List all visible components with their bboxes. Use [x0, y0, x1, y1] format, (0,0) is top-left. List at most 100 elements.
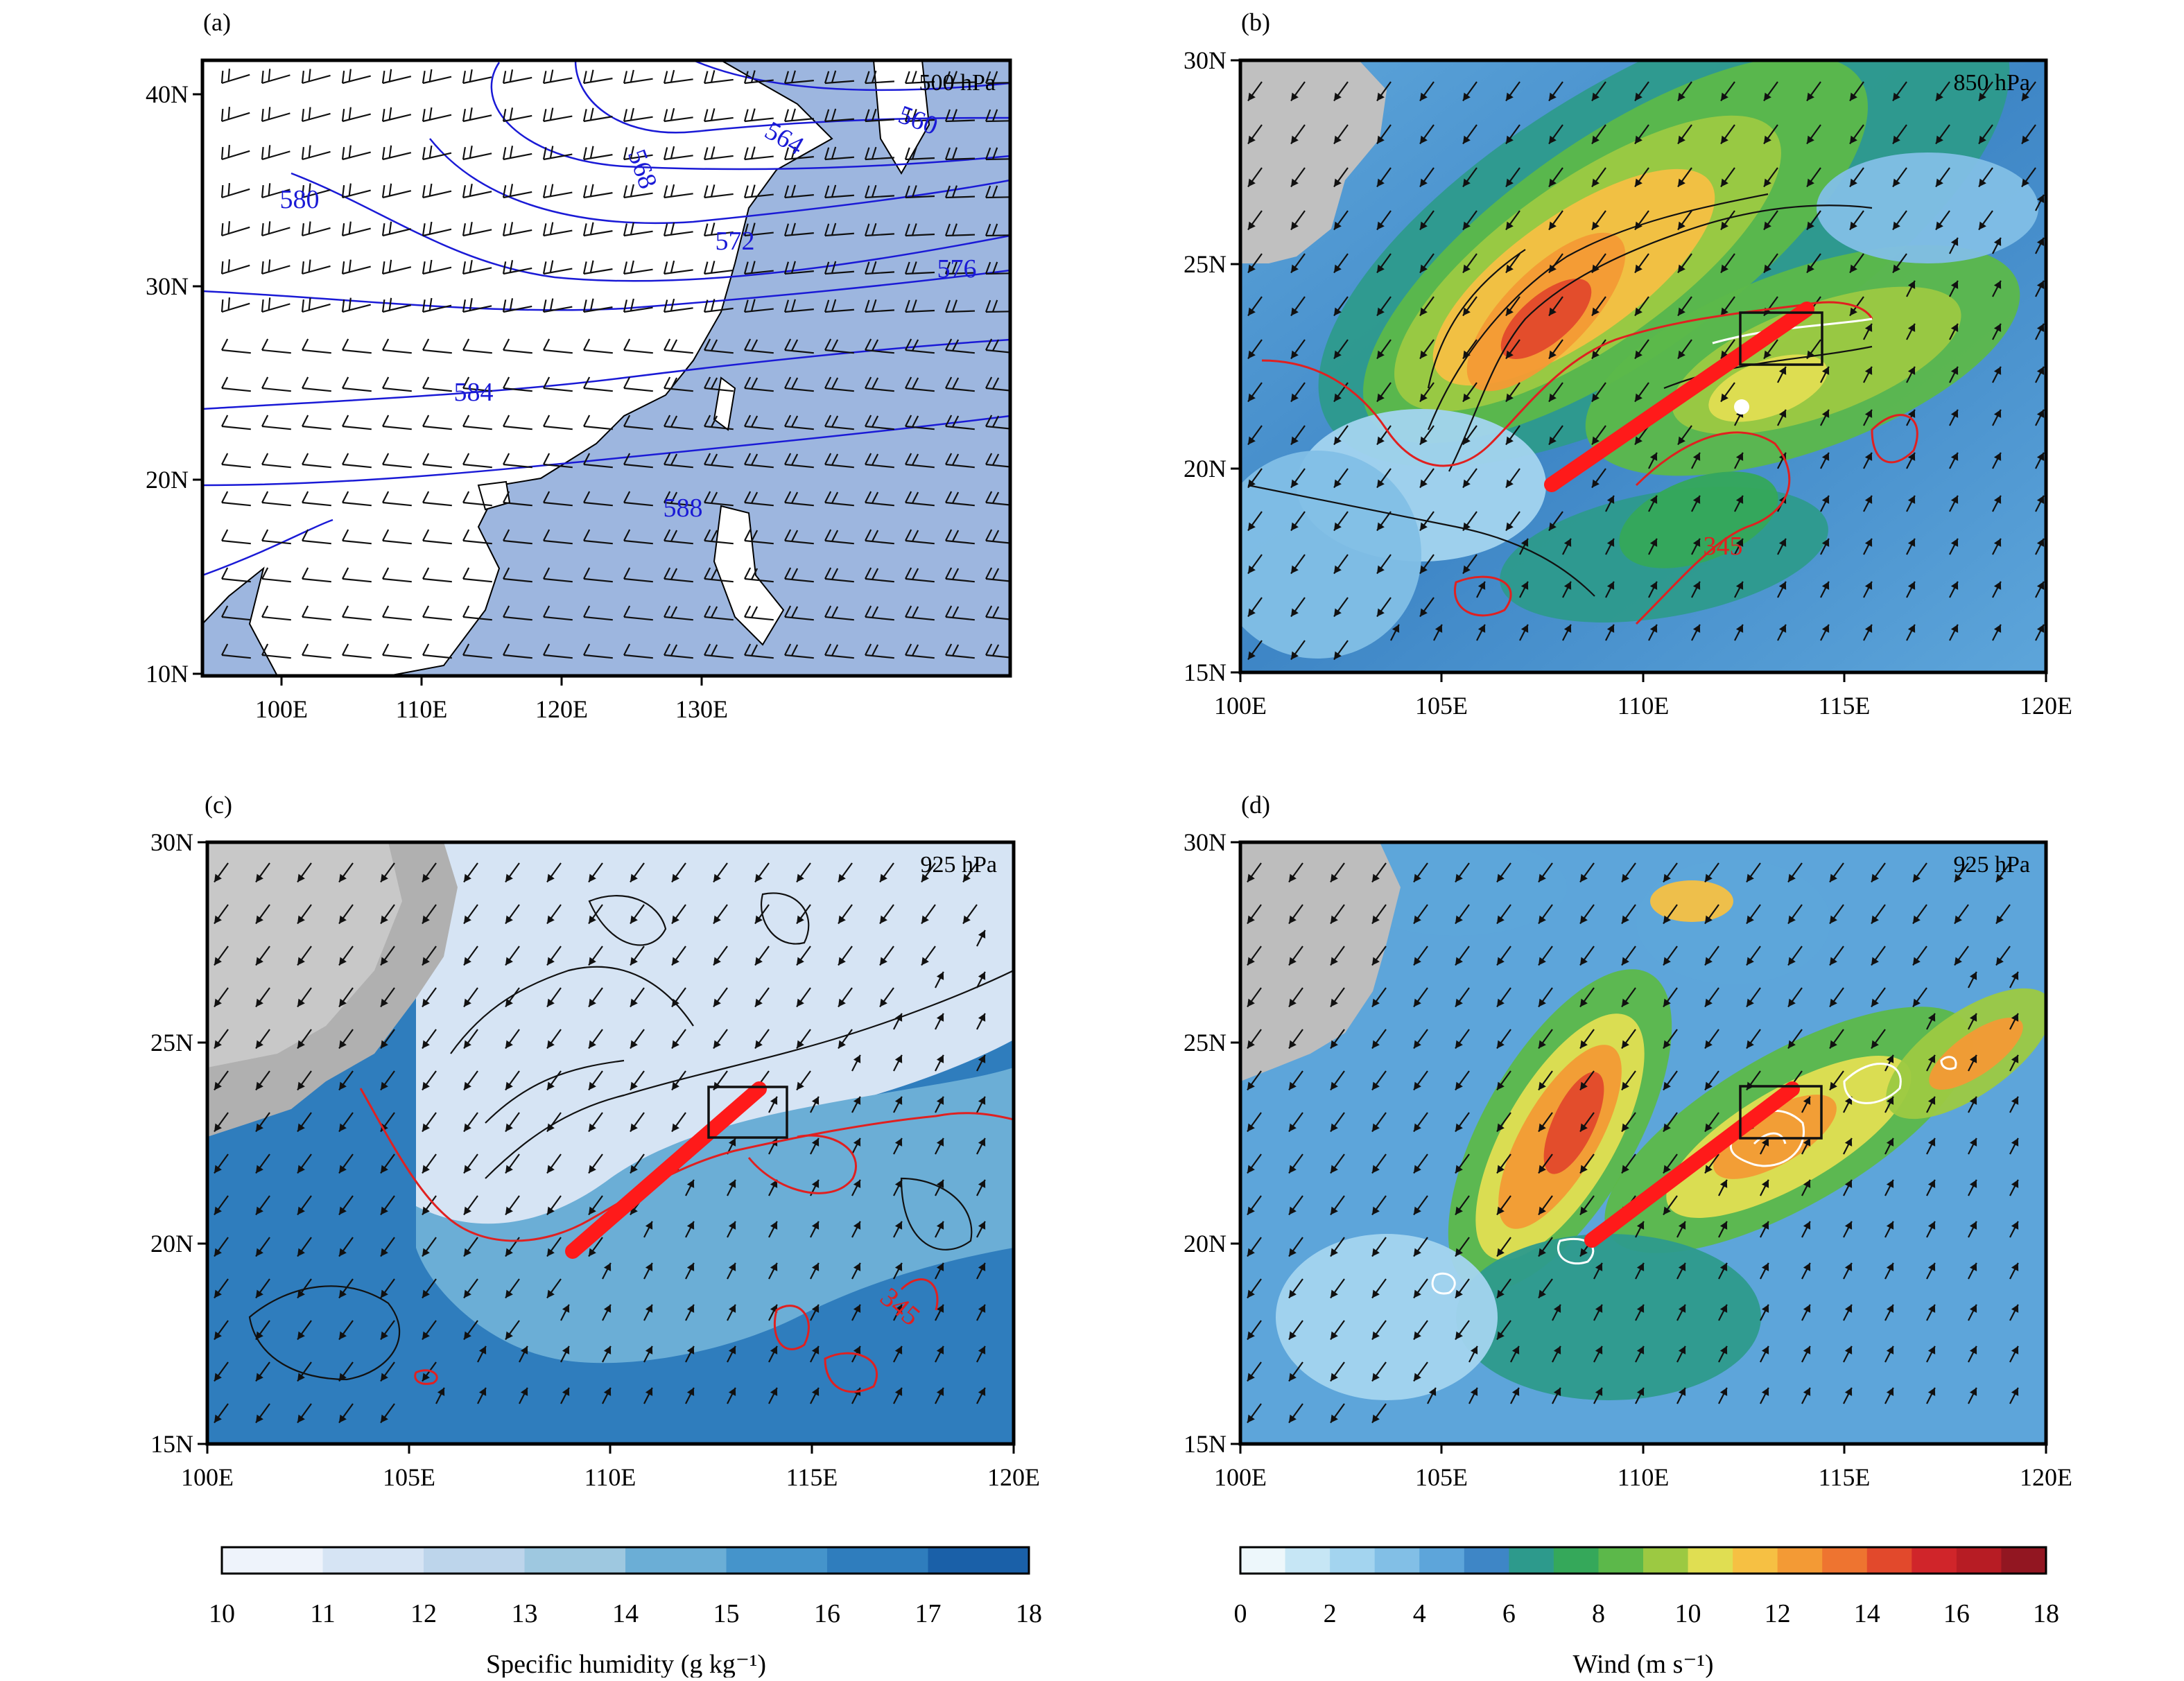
wind-barb	[784, 80, 814, 85]
wind-arrow-head	[1635, 436, 1643, 445]
wind-arrow-head	[1291, 436, 1299, 445]
wind-barb-flag	[670, 222, 675, 235]
wind-arrow-head	[1420, 436, 1428, 445]
wind-barb	[342, 616, 372, 621]
wind-arrow-head	[894, 1138, 903, 1147]
wind-barb-flag	[582, 261, 587, 275]
wind-barb-flag	[220, 261, 224, 275]
wind-barb	[261, 616, 291, 621]
wind-barb-flag	[831, 415, 839, 428]
wind-arrow-head	[1506, 522, 1514, 531]
wind-arrow-head	[2011, 1138, 2019, 1147]
wind-barb	[905, 119, 935, 123]
wind-arrow-head	[1950, 538, 1959, 547]
wind-barb-flag	[428, 183, 433, 196]
wind-arrow-head	[1907, 280, 1916, 289]
wind-barb-flag	[422, 567, 430, 580]
wind-arrow-head	[853, 1221, 861, 1230]
wind-barb	[382, 349, 412, 354]
wind-barb	[704, 425, 734, 430]
wind-arrow-head	[1927, 1262, 1936, 1271]
wind-arrow-head	[1372, 915, 1380, 924]
wind-barb-flag	[462, 71, 467, 84]
wind-barb-flag	[831, 377, 839, 390]
wind-barb-flag	[509, 146, 514, 159]
wind-barb	[744, 117, 774, 123]
wind-barb-flag	[582, 71, 587, 84]
wind-arrow-head	[1636, 1345, 1645, 1355]
wind-barb-flag	[985, 299, 991, 313]
wind-barb-flag	[783, 147, 790, 160]
wind-arrow-head	[1289, 998, 1297, 1007]
wind-arrow-head	[1844, 1179, 1853, 1188]
wind-barb	[422, 463, 452, 469]
wind-arrow-head	[1291, 307, 1299, 316]
wind-arrow-head	[1721, 221, 1728, 230]
wind-barb-flag	[710, 491, 718, 504]
wind-arrow-head	[1864, 409, 1873, 418]
wind-arrow-head	[1248, 350, 1256, 359]
wind-barb-flag	[831, 606, 839, 618]
wind-barb-flag	[301, 108, 304, 122]
wind-arrow-head	[1563, 624, 1572, 633]
wind-barb-flag	[871, 299, 877, 312]
wind-arrow-head	[1334, 479, 1342, 488]
wind-barb-flag	[750, 415, 759, 428]
wind-arrow-head	[1821, 452, 1830, 461]
wind-speed-patch	[1500, 279, 1592, 359]
wind-arrow-head	[978, 1262, 986, 1271]
wind-arrow-head	[630, 915, 638, 924]
wind-barb-flag	[904, 147, 910, 160]
wind-barb	[865, 654, 894, 659]
wind-arrow-head	[1549, 264, 1557, 273]
wind-barb-flag	[663, 147, 668, 160]
wind-barb-flag	[784, 643, 792, 656]
wind-barb	[302, 501, 331, 507]
wind-arrow-head	[2036, 452, 2045, 461]
wind-arrow-head	[547, 915, 555, 924]
wind-barb	[302, 189, 331, 199]
wind-arrow-head	[1907, 624, 1916, 633]
wind-arrow-head	[672, 915, 679, 924]
wind-barb-flag	[388, 69, 392, 82]
wind-arrow-head	[520, 1345, 528, 1355]
colorbar-bin	[1598, 1547, 1644, 1574]
wind-arrow-head	[1950, 624, 1959, 633]
wind-barb	[302, 616, 331, 621]
wind-barb-flag	[864, 299, 870, 313]
wind-barb	[945, 81, 976, 85]
wind-arrow-head	[603, 1345, 612, 1355]
wind-arrow-head	[1635, 92, 1643, 101]
wind-arrow-head	[1334, 135, 1342, 144]
colorbar-bin	[1464, 1547, 1509, 1574]
wind-arrow-head	[1649, 624, 1658, 633]
wind-arrow-head	[1414, 915, 1421, 924]
wind-arrow-head	[2036, 366, 2045, 375]
wind-arrow-head	[1506, 436, 1514, 445]
wind-barb-flag	[549, 146, 554, 159]
wind-arrow-head	[1420, 608, 1428, 617]
wind-barb-flag	[388, 183, 392, 196]
wind-barb	[342, 387, 372, 392]
humidity-contours	[248, 892, 1014, 1381]
wind-barb	[664, 349, 693, 354]
wind-barb	[382, 304, 412, 313]
wind-barb-flag	[710, 146, 716, 159]
wind-arrow-head	[1455, 1165, 1463, 1174]
land-gray	[1240, 842, 1401, 1081]
wind-barb	[422, 228, 452, 237]
wind-arrow-head	[713, 873, 721, 882]
wind-arrow-head	[811, 1262, 820, 1271]
wind-arrow-head	[1506, 92, 1514, 101]
wind-barb-flag	[422, 491, 430, 503]
wind-arrow-head	[1455, 873, 1463, 882]
wind-barb	[865, 157, 894, 161]
wind-arrow-head	[1622, 957, 1629, 966]
wind-barb-flag	[911, 185, 917, 198]
wind-arrow-head	[1788, 915, 1796, 924]
x-tick-label: 120E	[2020, 692, 2072, 720]
wind-barb	[261, 303, 291, 313]
wind-arrow-head	[1678, 264, 1685, 273]
wind-arrow-head	[1927, 1179, 1936, 1188]
wind-barb	[623, 577, 653, 583]
